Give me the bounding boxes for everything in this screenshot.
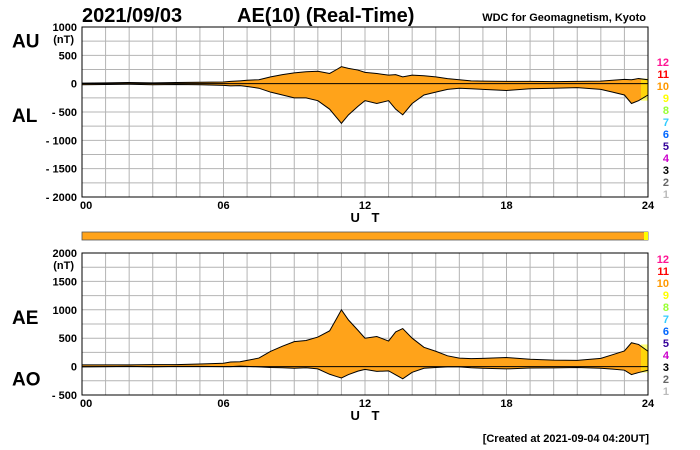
x-tick-label: 06	[217, 200, 229, 212]
y-tick-label: 500	[59, 50, 77, 62]
station-count-label: 2	[663, 374, 669, 386]
date-label: 2021/09/03	[82, 5, 182, 27]
station-count-label: 3	[663, 362, 669, 374]
station-count-label: 1	[663, 189, 669, 201]
station-count-label: 8	[663, 105, 669, 117]
y-tick-label: - 1000	[46, 135, 77, 147]
y-axis-unit: (nT)	[53, 34, 74, 46]
station-count-label: 7	[663, 117, 669, 129]
side-label-upper: AU	[12, 31, 39, 52]
coverage-bar-fill	[81, 231, 649, 241]
station-count-label: 10	[657, 278, 669, 290]
y-tick-label: 500	[59, 333, 77, 345]
x-tick-label: 18	[500, 398, 512, 410]
plot-frame	[81, 252, 649, 396]
x-tick-label: 00	[80, 398, 92, 410]
station-count-label: 11	[657, 266, 669, 278]
coverage-bar-recent	[644, 232, 648, 240]
station-count-label: 9	[663, 93, 669, 105]
x-tick-label: 24	[642, 398, 655, 410]
station-count-label: 2	[663, 177, 669, 189]
recent-data-highlight	[640, 78, 648, 101]
au-al-panel: 1000 500 0 - 500 - 1000 - 1500 - 2000 (nT) 00 06 1…	[12, 22, 655, 225]
y-tick-label: 2000	[53, 248, 77, 260]
x-axis-label: U T	[351, 408, 384, 423]
side-label-upper: AE	[12, 308, 38, 329]
y-tick-label: 0	[71, 79, 77, 91]
series-line-al	[81, 83, 649, 125]
y-tick-label: 1000	[53, 305, 77, 317]
series-line-ae	[82, 308, 649, 366]
created-timestamp: [Created at 2021-09-04 04:20UT]	[483, 433, 650, 445]
y-axis-unit: (nT)	[53, 260, 74, 272]
x-tick-label: 24	[642, 200, 655, 212]
data-coverage-bar	[81, 231, 649, 241]
station-count-label: 5	[663, 141, 669, 153]
station-count-label: 12	[657, 254, 669, 266]
station-count-label: 4	[663, 153, 670, 165]
x-tick-label: 12	[359, 398, 371, 410]
station-count-label: 6	[663, 326, 669, 338]
y-tick-label: 1500	[53, 276, 77, 288]
station-count-label: 1	[663, 386, 669, 398]
plot-frame	[81, 26, 649, 198]
y-tick-label: - 1500	[46, 164, 77, 176]
y-tick-label: - 500	[52, 107, 77, 119]
station-count-label: 9	[663, 290, 669, 302]
x-tick-label: 12	[359, 200, 371, 212]
recent-data-highlight	[640, 344, 648, 373]
x-tick-label: 00	[80, 200, 92, 212]
x-axis-label: U T	[351, 210, 384, 225]
station-count-label: 7	[663, 314, 669, 326]
area-fill	[82, 66, 648, 124]
station-count-label: 11	[657, 69, 669, 81]
y-tick-label: - 2000	[46, 192, 77, 204]
station-count-label: 4	[663, 350, 670, 362]
y-tick-label: - 500	[52, 390, 77, 402]
organization-label: WDC for Geomagnetism, Kyoto	[482, 12, 646, 24]
x-tick-label: 06	[217, 398, 229, 410]
station-count-label: 12	[657, 57, 669, 69]
series-line-au	[81, 66, 649, 84]
side-label-lower: AL	[12, 106, 38, 127]
station-count-label: 10	[657, 81, 669, 93]
y-tick-label: 0	[71, 362, 77, 374]
ae-ao-panel: 2000 1500 1000 500 0 - 500 (nT) 00 06 12 18 24 U T AE…	[12, 248, 655, 423]
side-label-lower: AO	[12, 370, 41, 391]
y-tick-label: 1000	[53, 22, 77, 34]
x-tick-label: 18	[500, 200, 512, 212]
station-count-label: 8	[663, 302, 669, 314]
station-count-label: 3	[663, 165, 669, 177]
area-fill	[82, 309, 648, 379]
station-count-label: 6	[663, 129, 669, 141]
station-count-label: 5	[663, 338, 669, 350]
chart-title: AE(10) (Real-Time)	[237, 5, 414, 27]
